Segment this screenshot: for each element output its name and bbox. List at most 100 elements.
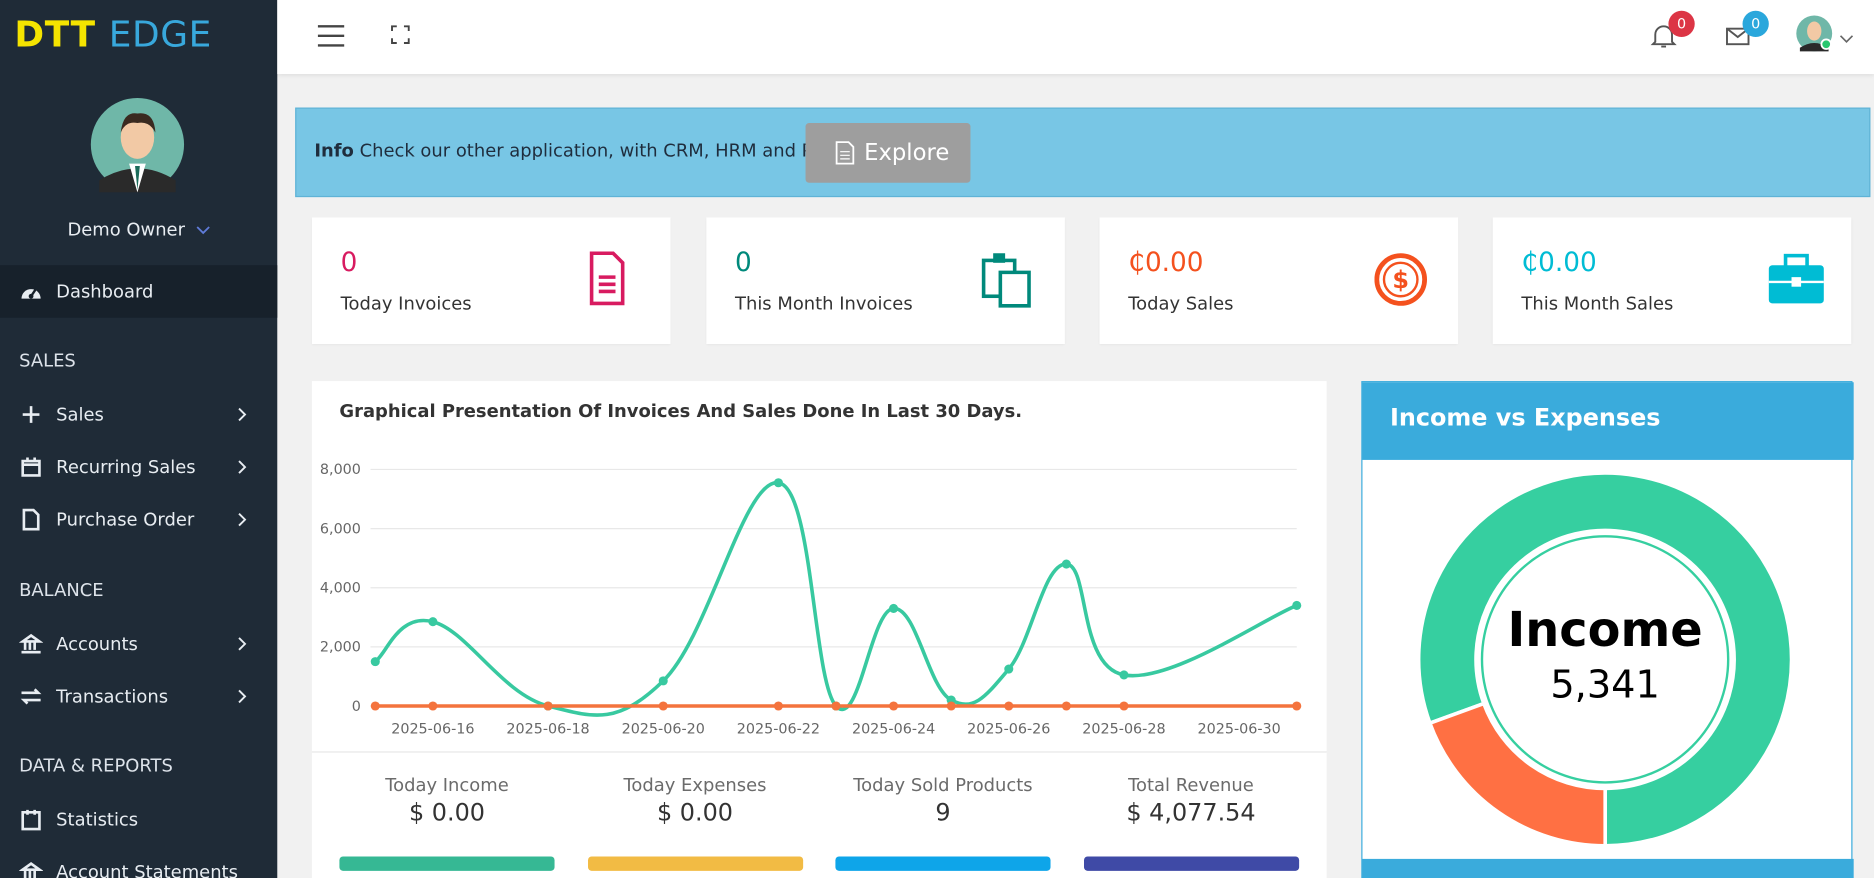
card-icon — [981, 253, 1031, 308]
icon — [22, 406, 40, 423]
summary-item: Total Revenue $ 4,077.54 — [1083, 774, 1299, 871]
caret — [196, 226, 210, 235]
x-tick-label: 2025-06-22 — [737, 721, 820, 737]
nav-item[interactable]: Transactions — [0, 670, 277, 723]
summary-item: Today Sold Products 9 — [835, 774, 1051, 871]
point — [658, 676, 668, 686]
chart-panel — [311, 381, 1327, 878]
point — [773, 478, 783, 488]
nav-item[interactable]: Dashboard — [0, 265, 278, 318]
point — [370, 657, 380, 667]
brand[interactable]: DTT EDGE — [14, 14, 211, 56]
icon — [21, 288, 41, 299]
notifications[interactable] — [1649, 22, 1678, 51]
x-tick-label: 2025-06-20 — [622, 721, 705, 737]
x-tick-label: 2025-06-24 — [852, 721, 935, 737]
point — [773, 701, 783, 711]
y-tick-label: 0 — [352, 699, 361, 715]
point — [543, 701, 553, 711]
nav-label: Account Statements — [56, 861, 238, 878]
icon — [21, 457, 41, 477]
chevron — [238, 407, 247, 422]
svg-text:$: $ — [1392, 266, 1409, 294]
info-label: Info — [314, 139, 354, 162]
summary-item: Today Expenses $ 0.00 — [587, 774, 803, 871]
nav-item[interactable]: Account Statements — [0, 846, 277, 878]
point — [428, 701, 438, 711]
point — [831, 701, 841, 711]
avatar — [90, 97, 185, 193]
summary-bar — [835, 856, 1051, 871]
pie-slice — [1416, 471, 1794, 848]
x-tick-label: 2025-06-18 — [506, 721, 589, 737]
pie-center-value: 5,341 — [1550, 664, 1659, 708]
stat-card: ₵0.00 Today Sales $ — [1099, 217, 1459, 345]
card-value: ₵0.00 — [1128, 248, 1204, 279]
nav-label: Accounts — [56, 633, 138, 655]
summary-value: $ 0.00 — [408, 797, 486, 827]
fullscreen-toggle[interactable] — [391, 25, 410, 44]
x-tick-label: 2025-06-26 — [967, 721, 1050, 737]
summary-value: 9 — [935, 797, 951, 827]
point — [1119, 701, 1129, 711]
card-value: ₵0.00 — [1521, 248, 1597, 279]
summary-bar — [1083, 856, 1299, 871]
icon — [19, 862, 44, 878]
nav-section: SALES — [19, 350, 76, 372]
point — [1292, 600, 1302, 611]
summary-bar — [587, 856, 803, 871]
card-label: Today Sales — [1128, 292, 1234, 315]
summary-label: Today Expenses — [623, 774, 767, 796]
pie-slice — [1427, 701, 1607, 848]
pie-center-label: Income — [1507, 603, 1702, 658]
chevron — [238, 460, 247, 474]
card-icon: $ — [1374, 253, 1428, 306]
nav-label: Purchase Order — [56, 508, 195, 531]
point — [370, 701, 380, 711]
summary-value: $ 4,077.54 — [1126, 797, 1256, 827]
nav-label: Transactions — [56, 685, 169, 708]
user-menu[interactable]: Demo Owner — [0, 219, 277, 240]
y-tick-label: 2,000 — [320, 640, 361, 656]
sidebar: DTT EDGE Demo Owner Dashboard SALES Sales… — [0, 0, 278, 878]
card-value: 0 — [340, 248, 358, 279]
nav-item[interactable]: Sales — [0, 388, 277, 441]
explore-button[interactable]: Explore — [805, 123, 971, 183]
chevron — [238, 637, 247, 651]
chevron — [238, 689, 247, 704]
y-tick-label: 8,000 — [320, 462, 361, 478]
point — [1004, 664, 1014, 674]
card-label: Today Invoices — [340, 292, 472, 315]
series-line — [374, 480, 1298, 717]
x-tick-label: 2025-06-28 — [1082, 721, 1165, 737]
point — [1061, 701, 1071, 711]
point — [889, 701, 899, 711]
card-icon — [1768, 253, 1824, 304]
icon — [22, 508, 40, 531]
nav-section: BALANCE — [19, 579, 104, 601]
stat-card: 0 This Month Invoices — [706, 217, 1065, 345]
card-label: This Month Invoices — [735, 292, 913, 315]
nav-item[interactable]: Statistics — [0, 793, 277, 846]
nav-item[interactable]: Accounts — [0, 618, 277, 671]
nav-label: Recurring Sales — [56, 456, 196, 478]
button-label: Explore — [864, 139, 950, 167]
summary-item: Today Income $ 0.00 — [339, 774, 555, 871]
profile-menu[interactable] — [1795, 14, 1855, 52]
icon — [20, 688, 42, 705]
menu-toggle[interactable] — [317, 24, 346, 48]
point — [1061, 559, 1071, 569]
point — [946, 701, 956, 711]
nav-item[interactable]: Recurring Sales — [0, 441, 277, 494]
stat-card: 0 Today Invoices — [311, 217, 671, 345]
x-tick-label: 2025-06-16 — [391, 721, 474, 737]
y-tick-label: 6,000 — [320, 521, 361, 537]
nav-label: Dashboard — [56, 280, 154, 303]
brand-part: DTT — [14, 14, 96, 57]
stat-card: ₵0.00 This Month Sales — [1492, 217, 1852, 345]
nav-item[interactable]: Purchase Order — [0, 493, 277, 546]
summary-label: Today Sold Products — [853, 774, 1033, 796]
chart-title: Graphical Presentation Of Invoices And S… — [339, 401, 1022, 422]
